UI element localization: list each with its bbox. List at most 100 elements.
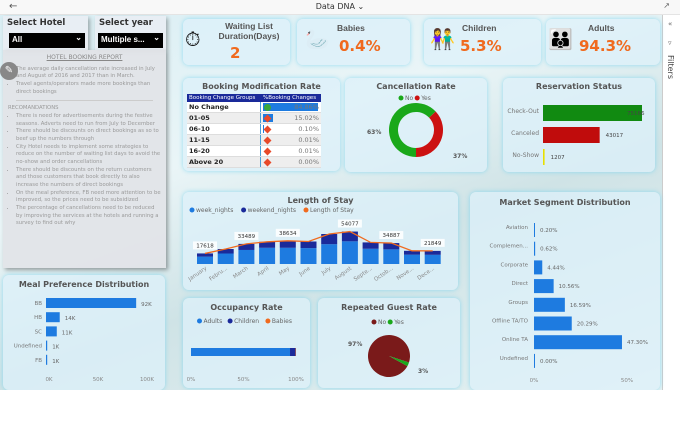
- bar-segment: [191, 348, 291, 356]
- waiting-list-card: ⏱ Waiting List Duration(Days) 2: [183, 19, 290, 65]
- bar: [543, 149, 545, 165]
- table-row[interactable]: 01-05 15.02%: [187, 112, 321, 124]
- legend-marker: [189, 207, 195, 213]
- back-arrow-icon[interactable]: ←: [9, 1, 18, 12]
- pie-slice: [367, 335, 410, 378]
- category-label: Corporate: [501, 262, 529, 268]
- chevron-left-icon[interactable]: «: [668, 20, 673, 28]
- table-row[interactable]: Above 20 0.00%: [187, 156, 321, 168]
- filters-label: Filters: [666, 55, 675, 79]
- bar-week-nights: [217, 253, 234, 264]
- kpi-value: 0.4%: [339, 37, 381, 55]
- data-label-bg: [379, 231, 404, 240]
- occupancy-rate-card: Occupancy Rate Adults Children Babies 0% 50% 1…: [183, 298, 310, 388]
- legend-label: Length of Stay: [310, 207, 354, 214]
- x-tick-label: Febru...: [208, 266, 229, 283]
- booking-modification-card: Booking Modification Rate Booking Change…: [183, 78, 340, 171]
- table-row[interactable]: No Change 84.86%: [187, 102, 321, 113]
- data-label-bg: [275, 228, 300, 237]
- table-row[interactable]: 16-20 0.01%: [187, 145, 321, 157]
- year-dropdown[interactable]: Multiple s... ⌄: [98, 33, 163, 48]
- bar-segment: [290, 348, 296, 356]
- column-header[interactable]: Booking Change Groups: [187, 94, 261, 102]
- data-label: 37%: [453, 153, 467, 160]
- data-label: 43017: [606, 133, 624, 139]
- donut-slice: [389, 103, 436, 157]
- red-diamond-icon: [264, 136, 272, 144]
- kpi-title: Children: [462, 23, 497, 33]
- data-label: 4.44%: [547, 265, 564, 271]
- category-label: Check-Out: [507, 108, 539, 115]
- edit-pencil-icon[interactable]: ✎: [0, 62, 18, 80]
- data-label: 1207: [551, 155, 565, 161]
- bar-week-nights: [341, 241, 358, 264]
- legend-label: week_nights: [196, 207, 233, 214]
- legend-label: Adults: [204, 318, 223, 325]
- report-notes-title: HOTEL BOOKING REPORT: [46, 54, 123, 61]
- legend-marker: [398, 95, 404, 101]
- bar-week-nights: [362, 248, 379, 264]
- category-label: Aviation: [506, 225, 529, 231]
- bar-week-nights: [279, 247, 296, 264]
- bar-weekend-nights: [404, 250, 420, 255]
- category-label: HB: [34, 315, 42, 321]
- divider: [16, 100, 153, 102]
- x-tick-label: 50%: [621, 378, 633, 384]
- table-row[interactable]: 11-15 0.01%: [187, 134, 321, 146]
- value-text: 0.00%: [298, 158, 319, 166]
- value-cell: 0.10%: [260, 123, 321, 135]
- hotel-dropdown-value: All: [12, 35, 23, 44]
- category-label: BB: [34, 301, 42, 307]
- insights-list: The average daily cancellation rate incr…: [8, 66, 161, 97]
- data-label: 34887: [383, 233, 401, 239]
- list-item: The percentage of cancellations need to …: [16, 205, 161, 228]
- filter-icon: ▿: [668, 39, 672, 47]
- kpi-value: 94.3%: [579, 37, 632, 55]
- bar: [534, 353, 535, 368]
- chevron-down-icon: ⌄: [75, 33, 82, 42]
- report-title[interactable]: Data DNA ⌄: [0, 2, 680, 11]
- value-cell: 0.01%: [260, 134, 321, 146]
- category-label: Undefined: [14, 344, 42, 350]
- x-tick-label: 50K: [93, 377, 104, 383]
- x-tick-label: May: [278, 265, 291, 277]
- table-row[interactable]: 06-10 0.10%: [187, 123, 321, 135]
- filters-pane[interactable]: « ▿ Filters: [662, 15, 680, 390]
- data-label: 11K: [62, 330, 73, 336]
- value-cell: 0.00%: [260, 156, 321, 168]
- column-header[interactable]: %Booking Changes: [260, 94, 321, 102]
- x-tick-label: 50%: [237, 377, 249, 383]
- value-text: 15.02%: [294, 114, 319, 122]
- data-label-bg: [193, 241, 217, 250]
- collapse-icon[interactable]: ↗: [663, 1, 670, 10]
- chart-title: Repeated Guest Rate: [341, 303, 437, 312]
- year-slicer: Select year Multiple s... ⌄: [95, 16, 166, 50]
- x-tick-label: 0K: [45, 377, 52, 383]
- chart-title: Length of Stay: [288, 196, 355, 205]
- bar-weekend-nights: [341, 231, 358, 242]
- pie-slice: [389, 356, 409, 367]
- bar-week-nights: [238, 249, 255, 264]
- bar-week-nights: [424, 254, 441, 264]
- x-tick-label: April: [257, 265, 271, 277]
- top-bar: ← Data DNA ⌄ ↗: [0, 0, 680, 15]
- group-cell: 06-10: [187, 123, 262, 135]
- kpi-title: Babies: [337, 23, 365, 33]
- repeated-guest-card: Repeated Guest Rate No Yes 97% 3%: [318, 298, 460, 388]
- bar-weekend-nights: [321, 234, 338, 245]
- market-segment-card: Market Segment Distribution Aviation 0.20%…: [470, 192, 660, 390]
- adults-group-icon: 👪: [548, 27, 573, 51]
- children-icon: 👫: [430, 27, 455, 51]
- bar: [534, 260, 543, 275]
- legend-marker: [414, 95, 420, 101]
- data-label: 16.59%: [570, 303, 591, 309]
- meal-preference-card: Meal Preference Distribution BB 92K HB 14K SC…: [3, 275, 165, 390]
- data-label: 47.30%: [627, 340, 648, 346]
- bar: [534, 335, 622, 350]
- category-label: Groups: [508, 300, 528, 306]
- hotel-slicer: Select Hotel All ⌄: [3, 16, 88, 50]
- bar-weekend-nights: [362, 242, 379, 249]
- stopwatch-icon: ⏱: [185, 27, 201, 51]
- hotel-dropdown[interactable]: All ⌄: [9, 33, 85, 48]
- data-label: 10.56%: [559, 284, 580, 290]
